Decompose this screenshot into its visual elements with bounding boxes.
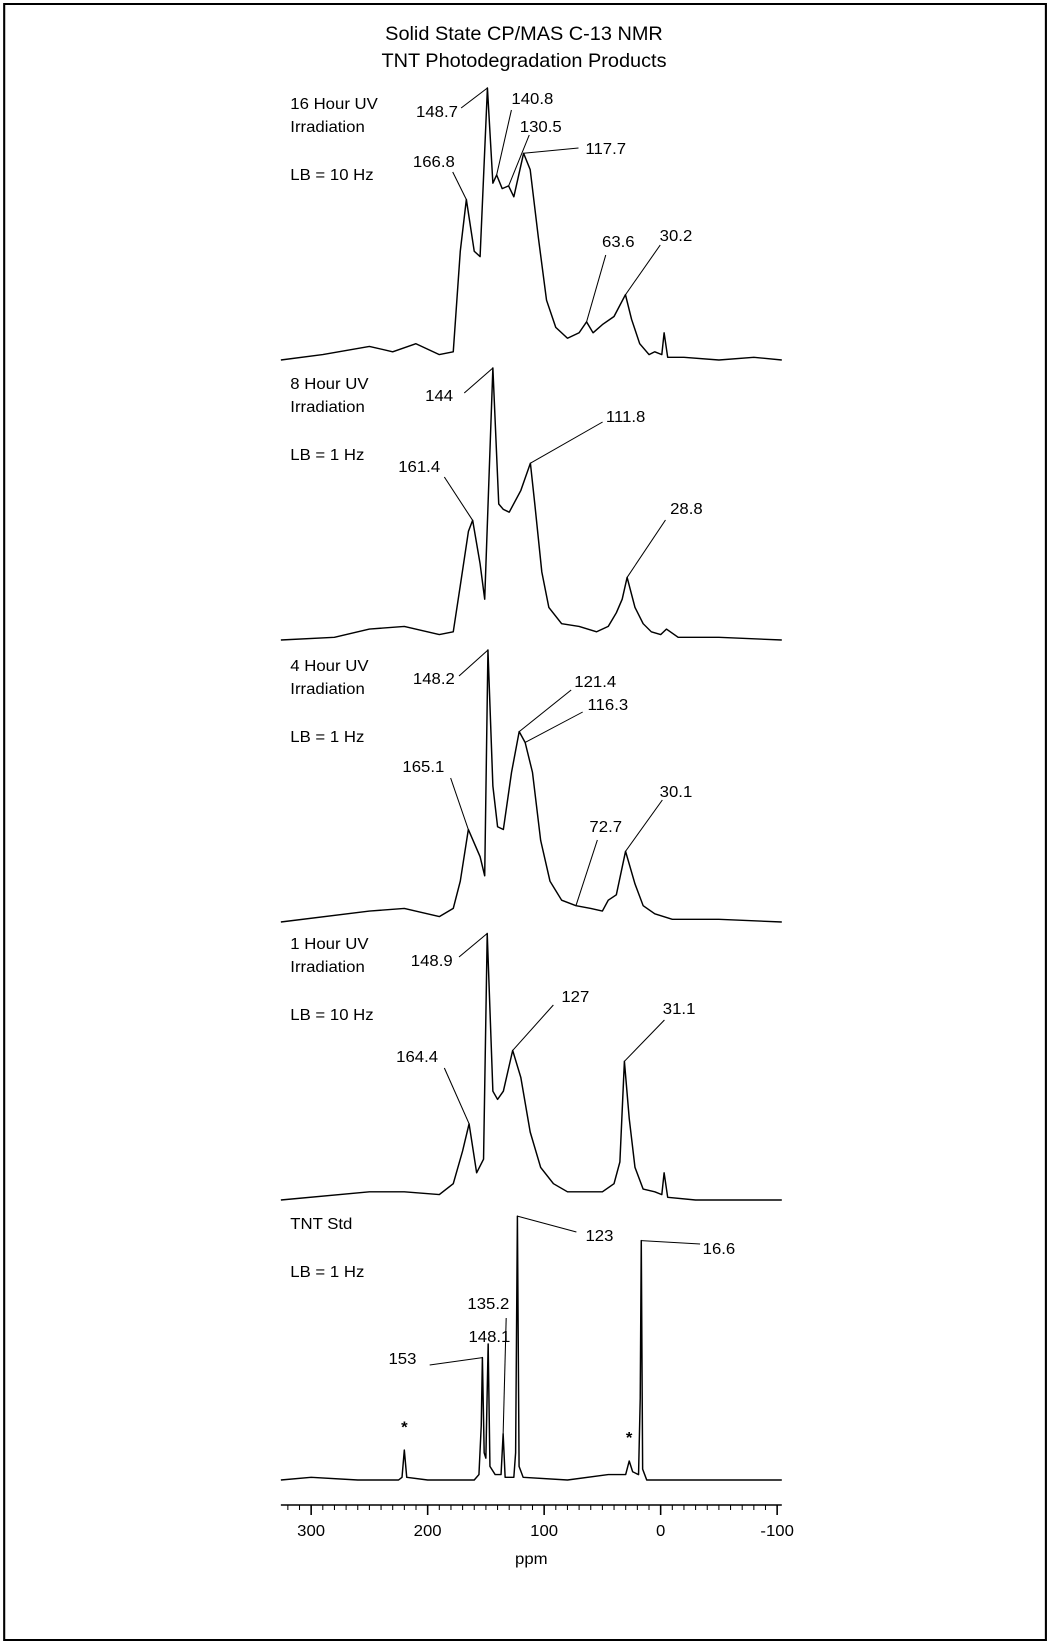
peak-label: 16.6 [703, 1241, 736, 1259]
peak-leader [451, 778, 469, 830]
peak-leader [627, 520, 665, 577]
x-tick-label: 100 [530, 1523, 558, 1541]
peak-label: 153 [388, 1351, 416, 1369]
peak-leader [517, 1216, 576, 1232]
chart-subtitle: TNT Photodegradation Products [381, 50, 666, 71]
peak-label: 166.8 [413, 154, 455, 172]
peak-label: 28.8 [670, 501, 703, 519]
x-tick-label: 0 [656, 1523, 665, 1541]
series-label: Irradiation [290, 119, 365, 137]
peak-leader [444, 1068, 469, 1124]
peak-label: 116.3 [587, 697, 628, 715]
peak-leader [624, 1020, 664, 1061]
series-label: Irradiation [290, 681, 365, 699]
peak-leader [444, 477, 472, 520]
line-broadening-label: LB = 1 Hz [290, 447, 364, 465]
line-broadening-label: LB = 1 Hz [290, 1264, 364, 1282]
x-tick-label: 200 [414, 1523, 442, 1541]
peak-leader [525, 712, 583, 742]
series-label: 8 Hour UV [290, 376, 368, 394]
peak-leader [461, 88, 487, 108]
x-tick-label: -100 [760, 1523, 794, 1541]
peak-label: 148.1 [468, 1329, 510, 1347]
peak-leader [625, 245, 660, 295]
peak-label: 148.7 [416, 104, 458, 122]
line-broadening-label: LB = 10 Hz [290, 1007, 373, 1025]
peak-label: 148.9 [411, 953, 453, 971]
series-label: 4 Hour UV [290, 658, 368, 676]
peak-leader [464, 368, 493, 393]
peak-label: 148.2 [413, 671, 455, 689]
peak-label: 165.1 [402, 759, 444, 777]
series-label: 16 Hour UV [290, 96, 378, 114]
peak-marker: * [401, 1419, 408, 1437]
peak-label: 31.1 [663, 1001, 696, 1019]
peak-label: 161.4 [398, 459, 440, 477]
peak-label: 63.6 [602, 234, 635, 252]
peak-leader [576, 840, 597, 906]
peak-label: 111.8 [606, 409, 645, 427]
peak-label: 121.4 [574, 674, 616, 692]
series-label: TNT Std [290, 1216, 352, 1234]
chart-title: Solid State CP/MAS C-13 NMR [385, 23, 663, 44]
peak-leader [497, 110, 512, 175]
series-label: 1 Hour UV [290, 936, 368, 954]
frame [4, 4, 1046, 1640]
peak-label: 130.5 [520, 119, 562, 137]
x-axis-label: ppm [515, 1551, 548, 1569]
peak-label: 72.7 [589, 819, 622, 837]
peak-leader [459, 933, 487, 957]
peak-label: 135.2 [467, 1296, 509, 1314]
peak-label: 117.7 [585, 141, 626, 159]
peak-leader [524, 148, 579, 153]
series-label: Irradiation [290, 399, 365, 417]
x-tick-label: 300 [297, 1523, 325, 1541]
peak-leader [641, 1241, 700, 1244]
peak-leader [430, 1358, 483, 1365]
peak-leader [513, 1005, 554, 1050]
peak-leader [453, 172, 467, 200]
peak-marker: * [626, 1430, 633, 1448]
figure: Solid State CP/MAS C-13 NMR TNT Photodeg… [4, 4, 1046, 1640]
line-broadening-label: LB = 1 Hz [290, 729, 364, 747]
peak-label: 164.4 [396, 1049, 438, 1067]
peak-leader [587, 255, 606, 322]
peak-leader [459, 650, 488, 676]
peak-label: 123 [585, 1228, 613, 1246]
peak-label: 127 [561, 989, 589, 1007]
peak-leader [626, 800, 663, 851]
peak-leader [530, 422, 602, 463]
peak-label: 140.8 [511, 91, 553, 109]
peak-label: 144 [425, 388, 453, 406]
peak-label: 30.1 [660, 784, 693, 802]
peak-leader [519, 690, 571, 732]
peak-label: 30.2 [660, 228, 693, 246]
line-broadening-label: LB = 10 Hz [290, 167, 373, 185]
series-label: Irradiation [290, 959, 365, 977]
